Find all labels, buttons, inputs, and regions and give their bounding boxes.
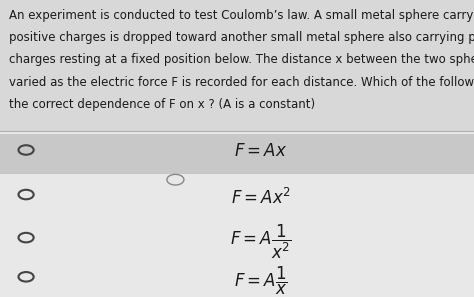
Text: An experiment is conducted to test Coulomb’s law. A small metal sphere carrying: An experiment is conducted to test Coulo… xyxy=(9,9,474,22)
FancyBboxPatch shape xyxy=(0,134,474,174)
Text: $F = A\dfrac{1}{x}$: $F = A\dfrac{1}{x}$ xyxy=(234,265,288,297)
Text: the correct dependence of F on x ? (A is a constant): the correct dependence of F on x ? (A is… xyxy=(9,98,316,111)
Text: $F = A\dfrac{1}{x^{2}}$: $F = A\dfrac{1}{x^{2}}$ xyxy=(230,223,292,261)
Text: charges resting at a fixed position below. The distance x between the two sphere: charges resting at a fixed position belo… xyxy=(9,53,474,67)
FancyBboxPatch shape xyxy=(0,0,474,131)
Text: varied as the electric force F is recorded for each distance. Which of the follo: varied as the electric force F is record… xyxy=(9,76,474,89)
Text: positive charges is dropped toward another small metal sphere also carrying posi: positive charges is dropped toward anoth… xyxy=(9,31,474,44)
Text: $F = Ax^{2}$: $F = Ax^{2}$ xyxy=(230,187,291,208)
Text: $F = Ax$: $F = Ax$ xyxy=(234,143,287,160)
FancyBboxPatch shape xyxy=(0,131,474,297)
